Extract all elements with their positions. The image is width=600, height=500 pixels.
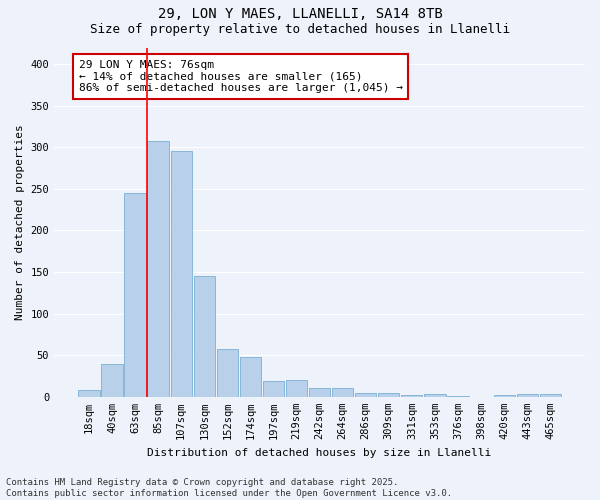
Text: 29, LON Y MAES, LLANELLI, SA14 8TB: 29, LON Y MAES, LLANELLI, SA14 8TB <box>158 8 442 22</box>
Bar <box>263 381 284 397</box>
Bar <box>448 396 469 397</box>
Bar <box>378 394 400 397</box>
Bar <box>170 152 192 397</box>
Bar <box>101 364 122 397</box>
Bar <box>332 388 353 397</box>
Text: Size of property relative to detached houses in Llanelli: Size of property relative to detached ho… <box>90 22 510 36</box>
Text: 29 LON Y MAES: 76sqm
← 14% of detached houses are smaller (165)
86% of semi-deta: 29 LON Y MAES: 76sqm ← 14% of detached h… <box>79 60 403 93</box>
Bar <box>194 276 215 397</box>
Bar <box>309 388 330 397</box>
Bar <box>401 395 422 397</box>
Bar <box>240 357 261 397</box>
Bar <box>424 394 446 397</box>
Bar <box>517 394 538 397</box>
Bar <box>539 394 561 397</box>
Bar <box>355 392 376 397</box>
X-axis label: Distribution of detached houses by size in Llanelli: Distribution of detached houses by size … <box>148 448 492 458</box>
Bar <box>78 390 100 397</box>
Bar <box>494 395 515 397</box>
Bar <box>124 193 146 397</box>
Text: Contains HM Land Registry data © Crown copyright and database right 2025.
Contai: Contains HM Land Registry data © Crown c… <box>6 478 452 498</box>
Bar <box>148 142 169 397</box>
Y-axis label: Number of detached properties: Number of detached properties <box>15 124 25 320</box>
Bar <box>217 350 238 397</box>
Bar <box>286 380 307 397</box>
